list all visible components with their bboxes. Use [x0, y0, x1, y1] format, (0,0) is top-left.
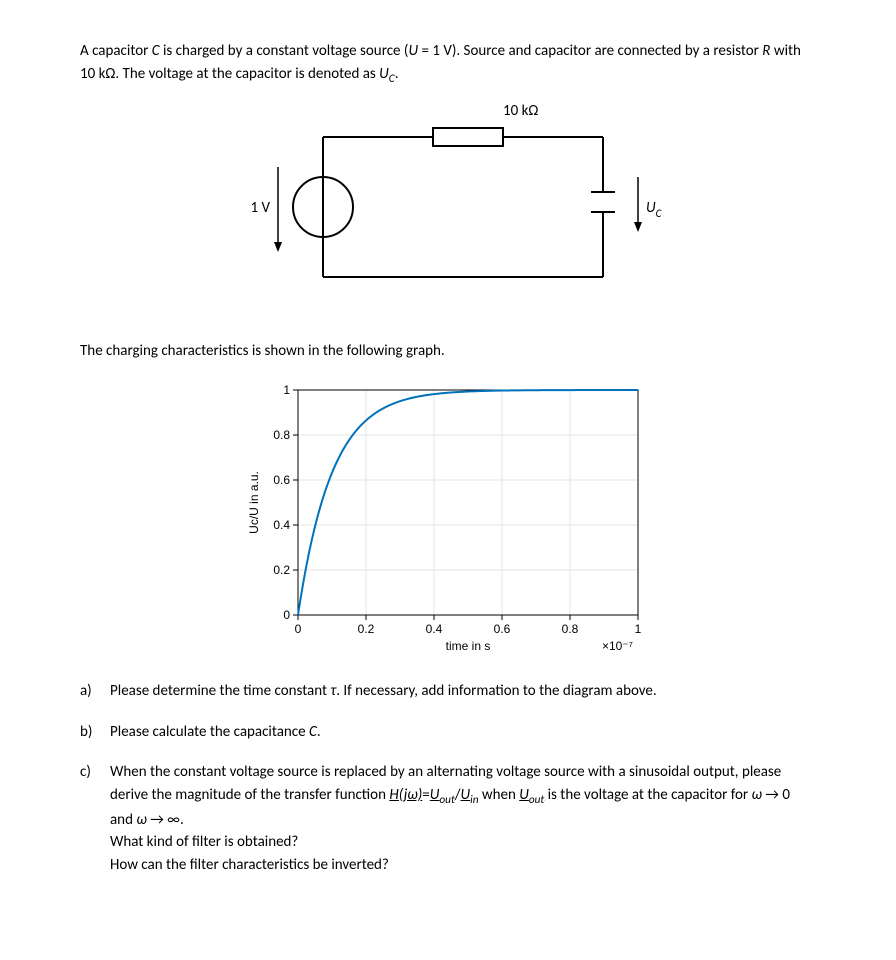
graph-intro: The charging characteristics is shown in… [80, 342, 816, 360]
question-b: b) Please calculate the capacitance C. [80, 721, 816, 744]
svg-text:0.2: 0.2 [273, 563, 290, 577]
svg-text:0.4: 0.4 [426, 622, 443, 636]
question-c-text: When the constant voltage source is repl… [110, 761, 816, 876]
svg-text:0.6: 0.6 [494, 622, 511, 636]
resistor-label: 10 kΩ [503, 102, 538, 120]
svg-text:UC: UC [646, 199, 662, 220]
question-a-label: a) [80, 680, 110, 703]
question-c: c) When the constant voltage source is r… [80, 761, 816, 876]
question-a: a) Please determine the time constant τ.… [80, 680, 816, 703]
question-b-text: Please calculate the capacitance C. [110, 721, 816, 744]
svg-text:time in s: time in s [446, 639, 491, 653]
svg-text:0.8: 0.8 [273, 428, 290, 442]
svg-text:1 V: 1 V [250, 199, 270, 217]
question-a-text: Please determine the time constant τ. If… [110, 680, 816, 703]
problem-intro: A capacitor C is charged by a constant v… [80, 40, 816, 87]
svg-text:0.4: 0.4 [273, 518, 290, 532]
charging-chart: 0 0.2 0.4 0.6 0.8 1 0 0.2 0.4 0.6 0.8 1 time in s ×10… [238, 375, 658, 660]
question-b-label: b) [80, 721, 110, 744]
svg-text:Uc/U in a.u.: Uc/U in a.u. [247, 472, 261, 535]
svg-text:0.6: 0.6 [273, 473, 290, 487]
svg-text:0: 0 [295, 622, 302, 636]
circuit-diagram: 10 kΩ 1 VUC [223, 107, 673, 312]
circuit-svg: 1 V UC [223, 107, 673, 307]
chart-svg: 0 0.2 0.4 0.6 0.8 1 0 0.2 0.4 0.6 0.8 1 time in s ×10… [238, 375, 658, 655]
svg-text:0.8: 0.8 [562, 622, 579, 636]
svg-text:×10⁻⁷: ×10⁻⁷ [602, 639, 633, 653]
svg-text:0.2: 0.2 [358, 622, 375, 636]
svg-text:1: 1 [635, 622, 642, 636]
svg-text:0: 0 [283, 608, 290, 622]
svg-text:1: 1 [283, 383, 290, 397]
question-c-label: c) [80, 761, 110, 876]
